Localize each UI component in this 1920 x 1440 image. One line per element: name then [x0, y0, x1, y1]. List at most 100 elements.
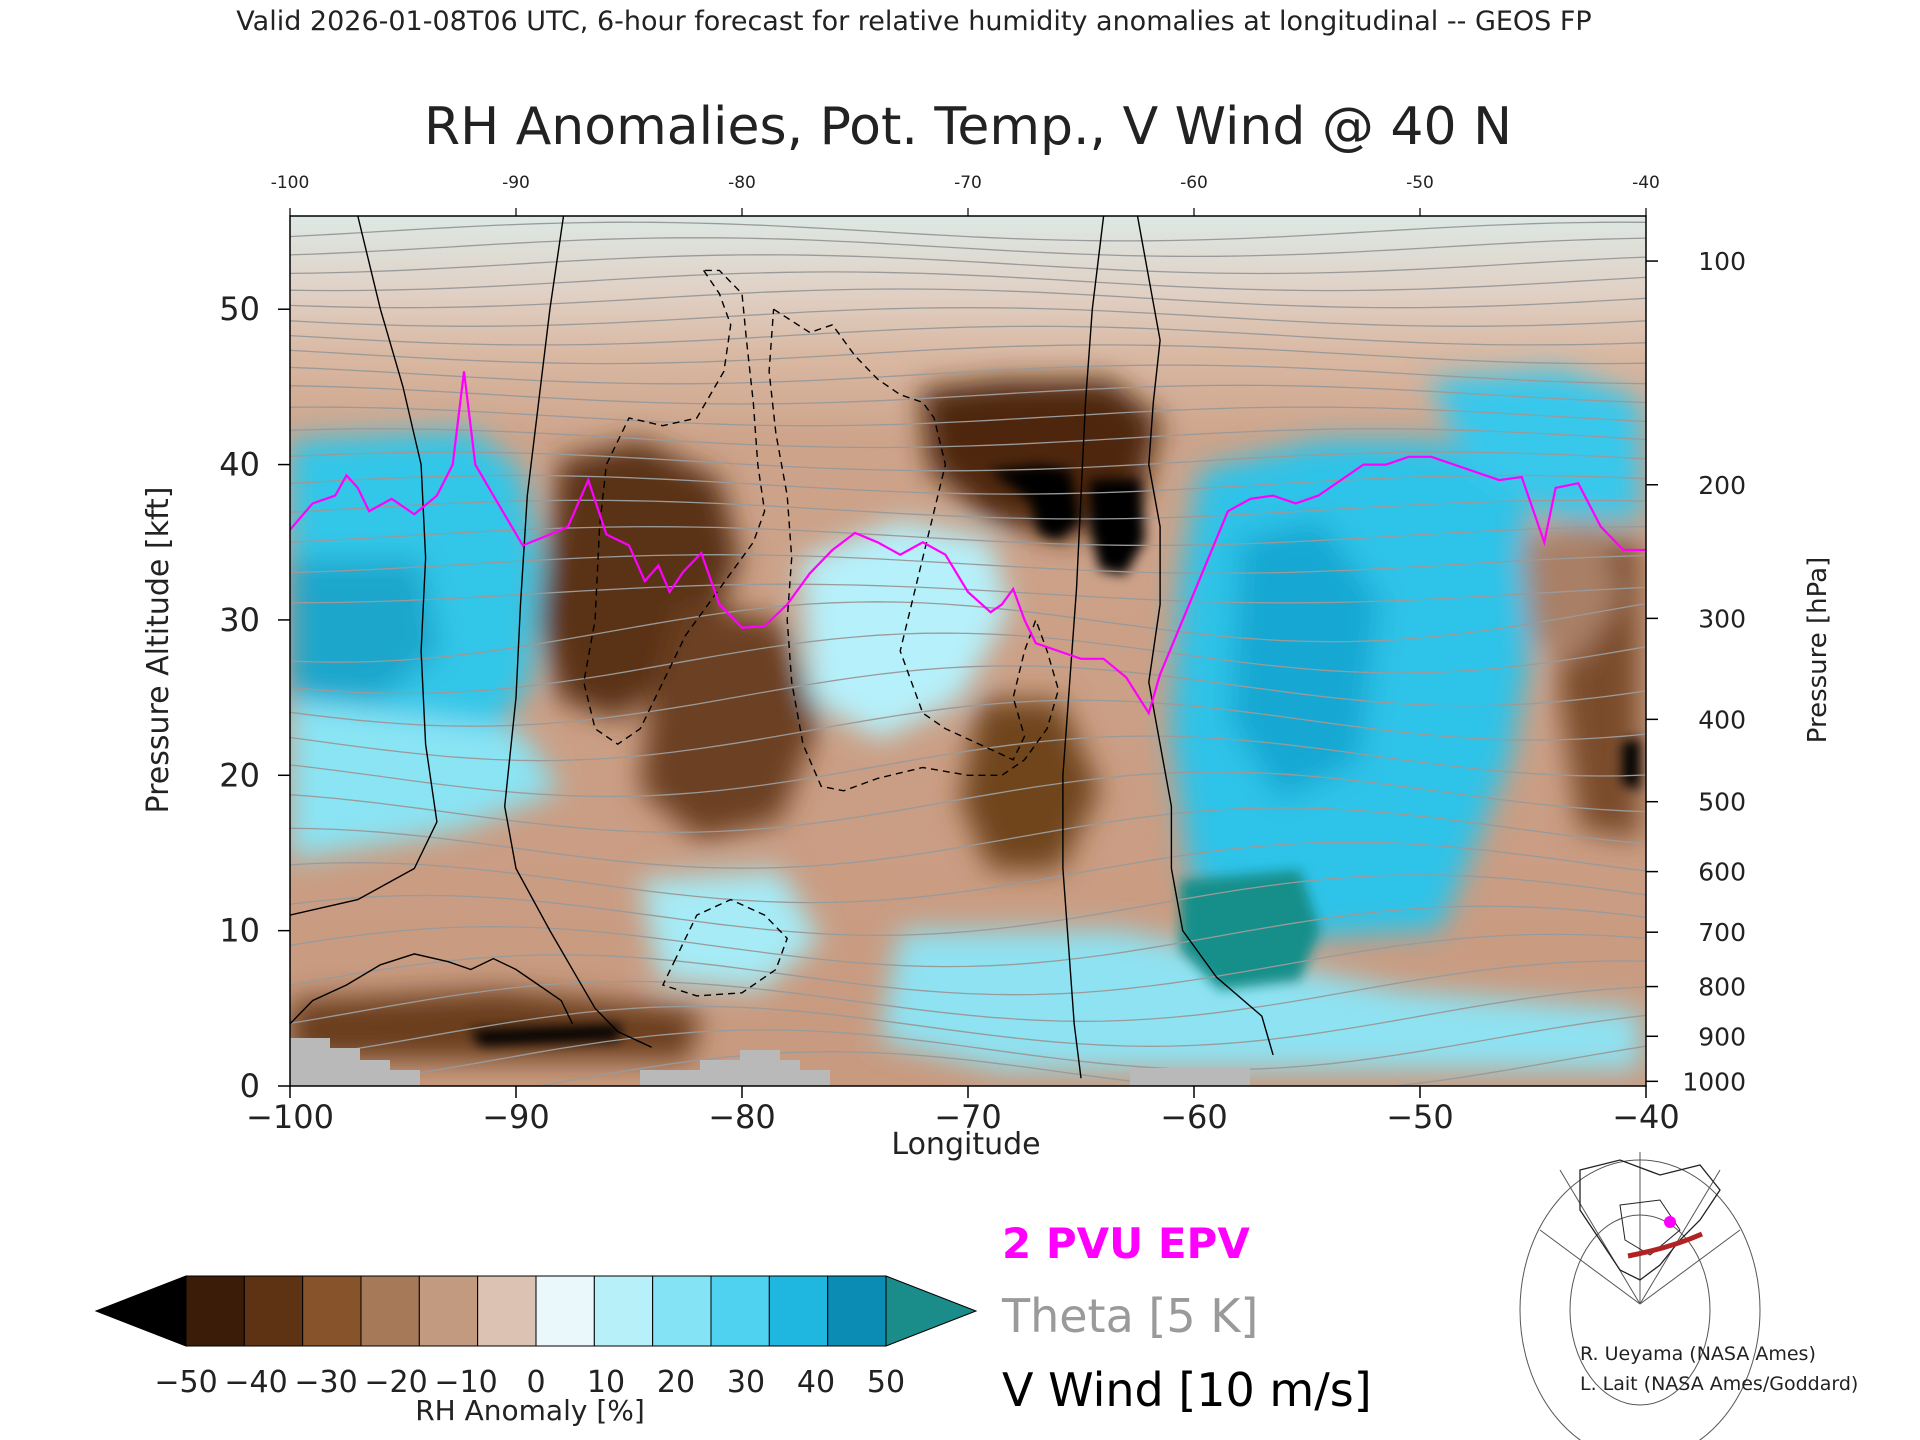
y-tick-label-4: 40 — [219, 446, 260, 484]
colorbar-box-4 — [418, 1275, 479, 1347]
x-tick-label-2: −80 — [708, 1098, 776, 1136]
pressure-tick-label-5: 600 — [1698, 858, 1746, 887]
credit-1: R. Ueyama (NASA Ames) — [1580, 1343, 1816, 1365]
theta-contour-380 — [290, 364, 1646, 385]
colorbar-tick-label-9: 40 — [797, 1365, 835, 1400]
y-tick-label-3: 30 — [219, 601, 260, 639]
y-tick-label-1: 10 — [219, 912, 260, 950]
v-wind-contour-3 — [1136, 216, 1274, 1056]
theta-contour-335 — [290, 583, 1646, 604]
theta-contour-315 — [290, 699, 1646, 762]
x-top-tick-label-1: -90 — [502, 173, 530, 193]
x-tick-label-0: −100 — [246, 1098, 334, 1136]
theta-contour-265 — [310, 1014, 1646, 1086]
theta-contour-355 — [290, 474, 1646, 495]
pressure-tick-label-3: 400 — [1698, 705, 1746, 734]
legend-theta: Theta [5 K] — [1001, 1289, 1258, 1343]
colorbar-tick-label-0: −50 — [154, 1365, 217, 1400]
x-top-tick-label-2: -80 — [728, 173, 756, 193]
theta-contour-365 — [290, 428, 1646, 449]
v-wind-contour-4 — [290, 953, 574, 1025]
pressure-tick-label-6: 700 — [1698, 918, 1746, 947]
colorbar-tick-label-4: −10 — [434, 1365, 497, 1400]
theta-contour-280 — [290, 933, 1646, 996]
theta-contour-420 — [290, 221, 1646, 242]
theta-contour-340 — [290, 554, 1646, 574]
theta-contour-345 — [290, 526, 1646, 547]
v-wind-contour-2 — [290, 216, 438, 916]
x-top-tick-label-5: -50 — [1406, 173, 1434, 193]
colorbar-box-10 — [768, 1275, 829, 1347]
pressure-tick-label-8: 900 — [1698, 1022, 1746, 1051]
theta-contour-330 — [290, 601, 1646, 663]
y-tick-label-0: 0 — [240, 1067, 260, 1105]
theta-contour-295 — [290, 841, 1646, 904]
theta-contour-360 — [290, 451, 1646, 472]
theta-contour-310 — [290, 735, 1646, 798]
plot-area — [290, 216, 1646, 1086]
colorbar-box-11 — [827, 1275, 887, 1347]
epv-2pvu-line — [290, 371, 1646, 716]
header-text: Valid 2026-01-08T06 UTC, 6-hour forecast… — [236, 6, 1591, 37]
pressure-tick-label-4: 500 — [1698, 788, 1746, 817]
x-tick-label-1: −90 — [482, 1098, 550, 1136]
chart-title: RH Anomalies, Pot. Temp., V Wind @ 40 N — [424, 97, 1512, 157]
theta-contour-370 — [290, 406, 1646, 427]
pressure-tick-label-2: 300 — [1698, 604, 1746, 633]
colorbar-box-9 — [710, 1275, 770, 1347]
pressure-tick-label-0: 100 — [1698, 247, 1746, 276]
x-tick-label-5: −50 — [1386, 1098, 1454, 1136]
colorbar-box-8 — [652, 1275, 712, 1347]
colorbar-box-7 — [593, 1275, 654, 1347]
theta-contour-415 — [290, 237, 1646, 258]
x-tick-label-6: −40 — [1612, 1098, 1680, 1136]
colorbar: −50 −40 −30 −20 −10 0 10 20 30 40 50 — [94, 1275, 978, 1400]
pressure-tick-label-7: 800 — [1698, 973, 1746, 1002]
colorbar-box-5 — [477, 1275, 537, 1347]
x-top-tick-label-3: -70 — [954, 173, 982, 193]
colorbar-tick-label-10: 50 — [867, 1365, 905, 1400]
theta-contour-350 — [290, 499, 1646, 520]
v-wind-contours — [290, 216, 1274, 1079]
x-top-tick-label-4: -60 — [1180, 173, 1208, 193]
colorbar-tick-label-6: 10 — [587, 1365, 625, 1400]
x-top-tick-label-0: -100 — [271, 173, 310, 193]
x-tick-label-4: −60 — [1160, 1098, 1228, 1136]
theta-contour-285 — [290, 905, 1646, 968]
v-wind-contour-6 — [768, 308, 1060, 792]
theta-contour-390 — [290, 325, 1646, 346]
theta-contour-305 — [290, 771, 1646, 833]
x-top-tick-label-6: -40 — [1632, 173, 1660, 193]
theta-contour-405 — [290, 271, 1646, 292]
terrain — [290, 1038, 1250, 1086]
x-tick-label-3: −70 — [934, 1098, 1002, 1136]
theta-contour-290 — [290, 874, 1646, 936]
colorbar-box-3 — [360, 1275, 420, 1347]
theta-contour-375 — [290, 384, 1646, 405]
pressure-tick-label-1: 200 — [1698, 471, 1746, 500]
colorbar-tick-label-3: −20 — [364, 1365, 427, 1400]
legend-epv: 2 PVU EPV — [1002, 1219, 1250, 1268]
colorbar-tick-label-5: 0 — [526, 1365, 545, 1400]
colorbar-tick-label-1: −40 — [224, 1365, 287, 1400]
theta-contour-410 — [290, 254, 1646, 275]
theta-contour-395 — [290, 307, 1646, 327]
theta-contour-400 — [290, 288, 1646, 309]
colorbar-tick-label-2: −30 — [294, 1365, 357, 1400]
theta-contours — [290, 221, 1646, 1086]
v-wind-contour-1 — [1062, 216, 1105, 1079]
v-wind-contour-5 — [583, 269, 766, 746]
colorbar-low-arrow — [94, 1275, 187, 1347]
y2-axis-label: Pressure [hPa] — [1803, 557, 1833, 744]
colorbar-box-2 — [302, 1275, 362, 1347]
colorbar-box-0 — [185, 1275, 245, 1347]
y-tick-label-2: 20 — [219, 756, 260, 794]
pressure-tick-label-9: 1000 — [1682, 1067, 1746, 1096]
colorbar-high-arrow — [885, 1275, 978, 1347]
theta-contour-270 — [290, 986, 1646, 1059]
y-axis-label: Pressure Altitude [kft] — [141, 487, 176, 814]
theta-contour-260 — [535, 1045, 1646, 1086]
colorbar-box-1 — [243, 1275, 304, 1347]
epv-line — [290, 371, 1646, 716]
rh-extremes — [470, 465, 1640, 1046]
